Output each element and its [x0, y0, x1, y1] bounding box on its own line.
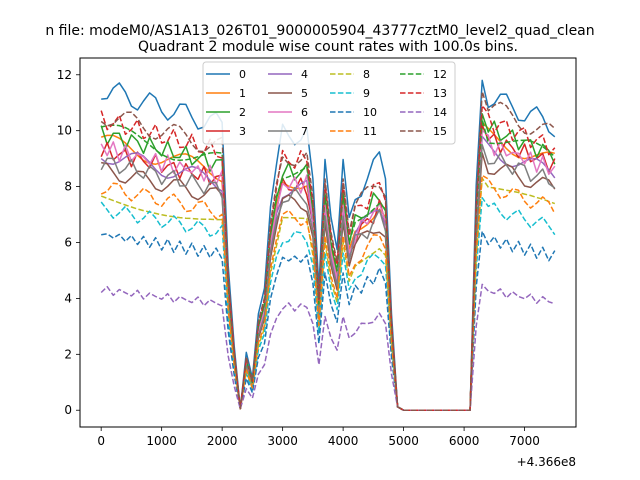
y-tick-label: 8: [64, 180, 72, 194]
x-tick-label: 0: [97, 434, 105, 448]
series-line-1: [100, 121, 555, 411]
legend-label-14: 14: [433, 106, 447, 119]
series-line-14: [100, 283, 556, 411]
legend-label-13: 13: [433, 87, 447, 100]
y-tick-label: 6: [64, 236, 72, 250]
legend-label-5: 5: [301, 87, 308, 100]
x-offset-label: +4.366e8: [517, 455, 576, 469]
x-axis-ticks: 0 1000 2000 3000 4000 5000 6000 7000: [97, 427, 540, 448]
legend-label-15: 15: [433, 125, 447, 138]
legend-label-6: 6: [301, 106, 308, 119]
x-tick-label: 5000: [388, 434, 419, 448]
y-tick-label: 4: [64, 291, 72, 305]
series-line-15: [100, 90, 556, 411]
legend-label-10: 10: [363, 106, 377, 119]
legend-frame: [202, 61, 456, 145]
legend-label-9: 9: [363, 87, 370, 100]
y-tick-label: 2: [64, 347, 72, 361]
legend-label-7: 7: [301, 125, 308, 138]
figure-suptitle: n file: modeM0/AS1A13_026T01_9000005904_…: [45, 23, 594, 39]
y-axis-ticks: 0 2 4 6 8 10 12: [57, 68, 80, 417]
series-line-11: [100, 174, 556, 411]
x-tick-label: 7000: [509, 434, 540, 448]
series-line-7: [100, 143, 556, 411]
x-tick-label: 2000: [207, 434, 238, 448]
legend-label-1: 1: [239, 87, 246, 100]
series-line-12: [101, 118, 556, 411]
y-tick-label: 10: [57, 124, 72, 138]
series-line-0: [101, 79, 556, 411]
series-line-9: [100, 197, 556, 411]
legend-label-3: 3: [239, 125, 246, 138]
legend-label-0: 0: [239, 68, 246, 81]
x-tick-label: 1000: [146, 434, 177, 448]
legend-label-11: 11: [363, 125, 377, 138]
x-tick-label: 4000: [328, 434, 359, 448]
series-line-10: [101, 230, 556, 411]
series-layer: [100, 79, 556, 411]
legend-label-2: 2: [239, 106, 246, 119]
x-tick-label: 6000: [449, 434, 480, 448]
x-tick-label: 3000: [267, 434, 298, 448]
legend-label-12: 12: [433, 68, 447, 81]
legend-label-4: 4: [301, 68, 308, 81]
legend-label-8: 8: [363, 68, 370, 81]
chart-title: Quadrant 2 module wise count rates with …: [138, 39, 518, 55]
y-tick-label: 0: [64, 403, 72, 417]
y-tick-label: 12: [57, 68, 72, 82]
plot-area: 0 1000 2000 3000 4000 5000 6000 7000 024681012 …: [57, 57, 577, 469]
